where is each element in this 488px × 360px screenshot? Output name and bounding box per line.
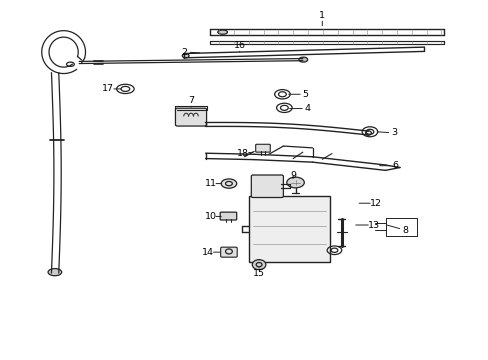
Text: 18: 18: [237, 149, 248, 158]
Text: 11: 11: [204, 179, 216, 188]
Text: 10: 10: [204, 212, 216, 221]
Ellipse shape: [252, 260, 265, 270]
Text: 1: 1: [319, 11, 325, 20]
Ellipse shape: [286, 177, 304, 188]
FancyBboxPatch shape: [251, 175, 283, 198]
Text: 15: 15: [253, 269, 264, 278]
Text: 13: 13: [367, 221, 379, 230]
Text: 3: 3: [390, 129, 397, 138]
Text: 17: 17: [102, 84, 114, 93]
Ellipse shape: [182, 54, 189, 58]
Ellipse shape: [217, 30, 227, 34]
Ellipse shape: [221, 179, 236, 188]
Text: 9: 9: [289, 171, 296, 180]
Text: 12: 12: [369, 199, 381, 208]
FancyBboxPatch shape: [255, 144, 270, 152]
FancyBboxPatch shape: [175, 108, 206, 126]
Text: 2: 2: [182, 48, 187, 57]
FancyBboxPatch shape: [220, 212, 236, 220]
Text: 6: 6: [391, 161, 397, 170]
Text: 4: 4: [304, 104, 310, 113]
Text: 8: 8: [401, 225, 407, 234]
Text: 14: 14: [202, 248, 214, 257]
FancyBboxPatch shape: [220, 247, 237, 257]
Ellipse shape: [298, 57, 307, 62]
FancyBboxPatch shape: [249, 196, 329, 262]
Text: 7: 7: [187, 96, 194, 105]
Text: 16: 16: [233, 41, 245, 50]
Ellipse shape: [48, 269, 61, 276]
Text: 5: 5: [302, 90, 308, 99]
